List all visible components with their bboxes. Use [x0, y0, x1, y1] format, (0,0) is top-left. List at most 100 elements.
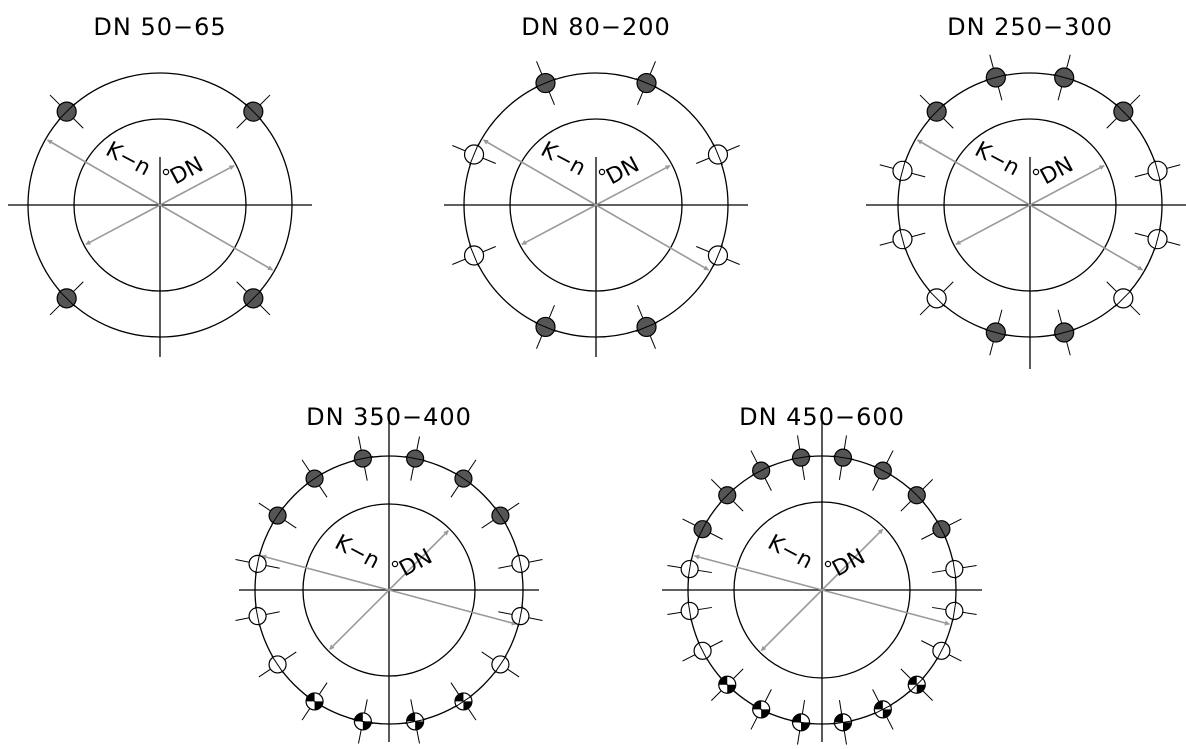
bolt-hole-open: [498, 605, 543, 627]
bolt-hole-open: [481, 651, 520, 678]
bolt-hole-filled: [635, 305, 658, 349]
bolt-hole-open: [879, 159, 926, 183]
flange-outline: [444, 72, 748, 357]
bore-circle: [73, 118, 247, 292]
bolt-hole-filled: [1106, 94, 1141, 129]
bolt-circle-diameter-arrow: [821, 589, 950, 626]
dn-label: DN: [1036, 152, 1077, 190]
bolt-hole-filled: [1052, 309, 1076, 356]
bolt-hole-open: [682, 640, 723, 662]
bolt-hole-open: [258, 651, 297, 678]
bolt-hole-filled: [921, 518, 962, 540]
diameter-labels: K−n DN: [331, 530, 437, 582]
diagram-dn-350-400: DN 350−400 K−n DN: [235, 403, 543, 744]
bore-diameter-arrow: [1029, 164, 1105, 206]
bolt-hole-filled: [534, 61, 557, 105]
bolt-hole-filled: [258, 502, 297, 529]
diameter-labels: K−n DN: [102, 137, 208, 190]
bore-circle: [943, 118, 1117, 292]
bolt-hole-filled: [404, 436, 426, 481]
diagram-title: DN 50−65: [93, 13, 226, 41]
diagram-dn-50-65: DN 50−65 K−n DN: [8, 13, 312, 357]
bore-diameter-arrow: [159, 164, 235, 206]
bolt-circle-diameter-arrow: [159, 204, 274, 271]
bolt-circle-diameter-arrow: [388, 589, 517, 626]
bolt-hole-filled: [481, 502, 520, 529]
k-n-label: K−n: [331, 530, 384, 574]
bolt-hole-open: [1134, 227, 1181, 251]
bore-circle: [509, 118, 683, 292]
bolt-circle-diameter-arrow: [694, 554, 823, 591]
bolt-hole-open: [696, 244, 740, 267]
bolt-hole-open: [879, 227, 926, 251]
bolt-hole-split: [404, 699, 426, 744]
bore-diameter-arrow: [388, 530, 449, 591]
bolt-hole-filled: [534, 305, 557, 349]
center-marker: [598, 168, 606, 176]
bolt-hole-open: [235, 605, 280, 627]
center-marker: [824, 560, 832, 568]
diagram-dn-250-300: DN 250−300 K−n DN: [866, 13, 1186, 369]
bolt-hole-open: [921, 640, 962, 662]
bolt-hole-filled: [301, 459, 328, 498]
bolt-hole-open: [932, 558, 977, 580]
dn-label: DN: [166, 152, 207, 190]
bolt-hole-filled: [236, 281, 271, 316]
k-n-label: K−n: [102, 137, 155, 181]
bore-circle: [733, 501, 911, 679]
bolt-hole-filled: [710, 478, 744, 512]
bolt-hole-filled: [682, 518, 723, 540]
bore-diameter-arrow: [85, 204, 161, 246]
bolt-hole-open: [919, 281, 954, 316]
diagram-title: DN 250−300: [947, 13, 1113, 41]
bolt-hole-filled: [872, 450, 894, 491]
bolt-hole-open: [1134, 159, 1181, 183]
bolt-hole-open: [452, 143, 496, 166]
bolt-holes: [452, 61, 740, 349]
bolt-holes: [667, 435, 977, 745]
bolt-hole-filled: [352, 436, 374, 481]
bolt-hole-open: [932, 600, 977, 622]
bolt-holes: [235, 436, 543, 744]
bolt-circle-diameter-arrow: [1029, 204, 1144, 271]
bore-diameter-arrow: [760, 589, 823, 652]
bolt-holes: [49, 94, 271, 316]
bolt-hole-split: [450, 682, 477, 721]
diagram-dn-80-200: DN 80−200 K−n DN: [444, 13, 748, 357]
diagram-dn-450-600: DN 450−600 K−n DN: [662, 403, 982, 745]
bore-diameter-arrow: [521, 204, 597, 246]
bolt-circle-diameter-arrow: [261, 554, 390, 591]
bolt-hole-split: [832, 700, 854, 745]
bolt-circle: [463, 72, 729, 338]
bolt-hole-split: [750, 689, 772, 730]
bolt-holes: [879, 54, 1181, 356]
diameter-labels: K−n DN: [764, 530, 870, 582]
bolt-circle: [897, 72, 1163, 338]
bolt-hole-filled: [450, 459, 477, 498]
bolt-hole-filled: [900, 478, 934, 512]
bolt-hole-open: [498, 553, 543, 575]
bolt-hole-split: [301, 682, 328, 721]
diameter-labels: K−n DN: [537, 137, 644, 190]
diagram-title: DN 80−200: [521, 13, 671, 41]
bolt-circle: [687, 455, 957, 725]
dn-label: DN: [602, 152, 643, 190]
bolt-hole-split: [352, 699, 374, 744]
center-marker: [162, 168, 170, 176]
bolt-hole-open: [667, 600, 712, 622]
bolt-hole-filled: [1052, 54, 1076, 101]
bolt-hole-filled: [635, 61, 658, 105]
bore-diameter-arrow: [329, 589, 390, 650]
bolt-circle: [27, 72, 293, 338]
bore-diameter-arrow: [955, 204, 1031, 246]
diameter-labels: K−n DN: [971, 137, 1078, 190]
bolt-hole-split: [790, 700, 812, 745]
bore-circle: [302, 503, 476, 677]
flange-outline: [662, 412, 982, 742]
bolt-hole-filled: [919, 94, 954, 129]
bore-diameter-arrow: [821, 528, 884, 591]
bolt-hole-filled: [832, 435, 854, 480]
bolt-hole-filled: [984, 309, 1008, 356]
bolt-hole-open: [696, 143, 740, 166]
